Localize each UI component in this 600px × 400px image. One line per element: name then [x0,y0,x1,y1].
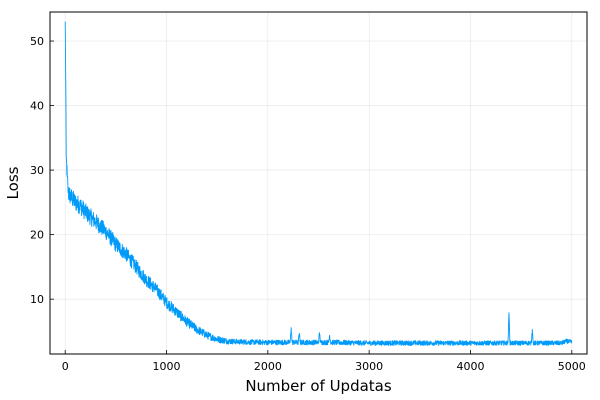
x-tick-label: 5000 [558,360,586,373]
x-tick-label: 2000 [254,360,282,373]
y-tick-label: 10 [30,293,44,306]
x-axis-ticks: 0 1000 2000 3000 4000 5000 [62,350,586,373]
loss-series-line-0 [65,22,572,346]
x-tick-label: 1000 [153,360,181,373]
y-tick-label: 30 [30,164,44,177]
plot-frame [50,12,587,354]
x-tick-label: 0 [62,360,69,373]
x-tick-label: 3000 [355,360,383,373]
y-tick-label: 50 [30,35,44,48]
y-tick-label: 20 [30,229,44,242]
series-layer [65,22,572,346]
y-tick-label: 40 [30,100,44,113]
x-tick-label: 4000 [456,360,484,373]
grid [50,12,587,354]
y-axis-label: Loss [4,166,22,199]
x-axis-label: Number of Updatas [245,377,392,395]
